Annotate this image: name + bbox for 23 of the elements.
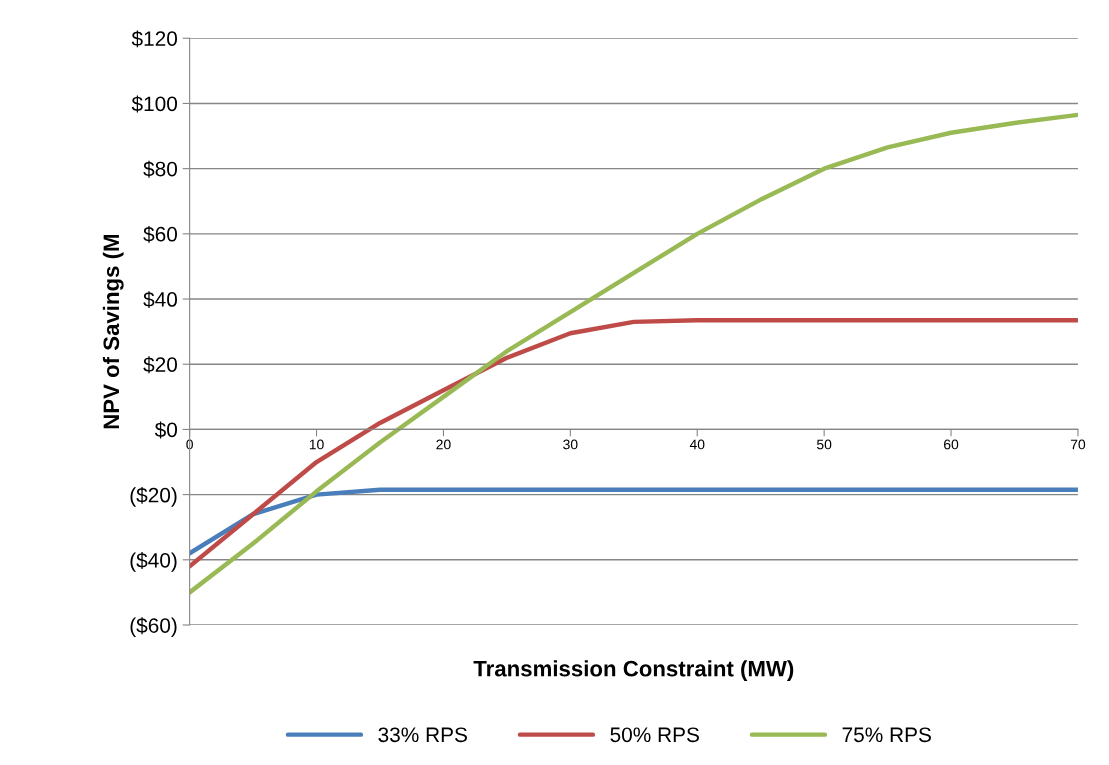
x-tick-label: 10 (309, 439, 324, 450)
x-axis-title: Transmission Constraint (MW) (473, 660, 794, 681)
legend-label: 75% RPS (842, 727, 931, 743)
y-tick-label: $100 (131, 95, 178, 113)
y-tick-label: $0 (154, 421, 178, 439)
y-tick-label: $80 (143, 160, 178, 178)
y-tick-label: ($60) (130, 617, 177, 638)
x-tick-label: 0 (186, 439, 193, 450)
y-axis-title: NPV of Savings (M (102, 234, 124, 429)
x-tick-label: 20 (436, 439, 451, 450)
x-tick-label: 50 (816, 439, 832, 450)
y-tick-label: $20 (143, 356, 178, 374)
x-tick-label: 70 (1070, 439, 1086, 450)
x-tick-label: 40 (689, 439, 705, 450)
y-tick-label: ($40) (130, 552, 177, 572)
y-tick-label: $120 (131, 30, 178, 48)
x-tick-label: 60 (944, 439, 959, 450)
legend-label: 50% RPS (610, 727, 699, 743)
legend-label: 33% RPS (378, 727, 467, 743)
y-tick-label: $60 (143, 225, 178, 243)
y-tick-label: $40 (143, 291, 178, 309)
y-tick-label: ($20) (130, 486, 177, 507)
x-tick-label: 30 (563, 439, 578, 450)
